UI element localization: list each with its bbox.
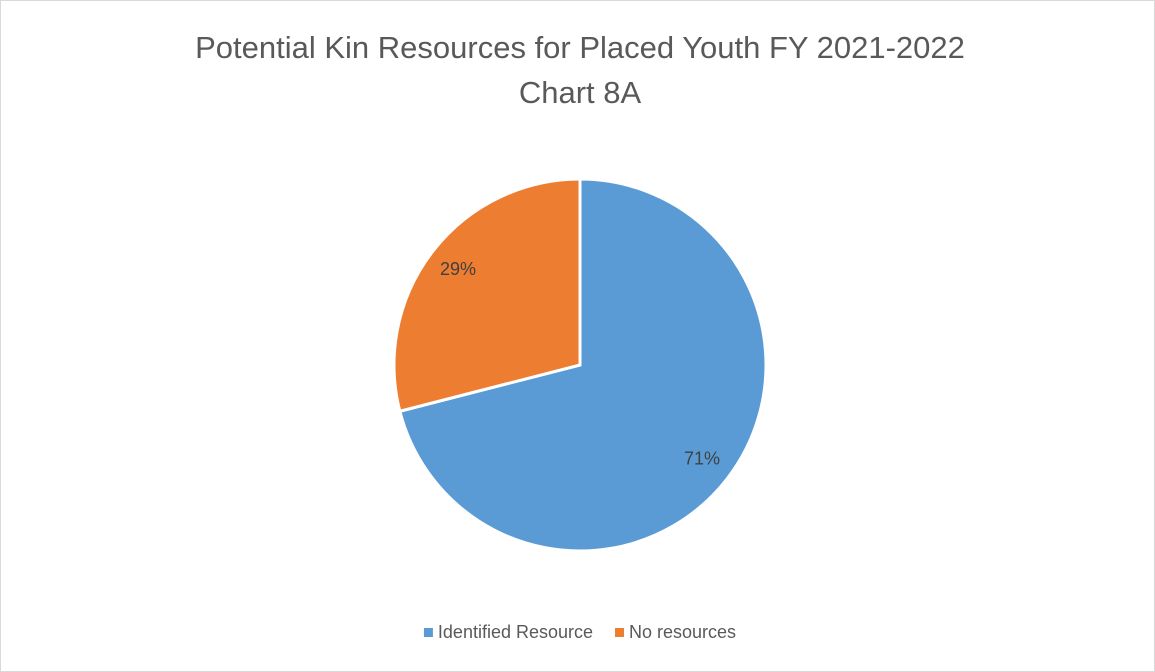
legend-swatch (423, 628, 433, 637)
legend-label: Identified Resource (438, 622, 593, 642)
data-label: 71% (684, 448, 720, 468)
legend-label: No resources (629, 622, 736, 642)
pie-slice (398, 177, 768, 553)
pie-slice (392, 177, 582, 414)
legend-swatch (615, 628, 625, 637)
data-label: 29% (440, 259, 476, 279)
chart-subtitle: Chart 8A (519, 75, 642, 110)
chart-title: Potential Kin Resources for Placed Youth… (195, 30, 965, 65)
